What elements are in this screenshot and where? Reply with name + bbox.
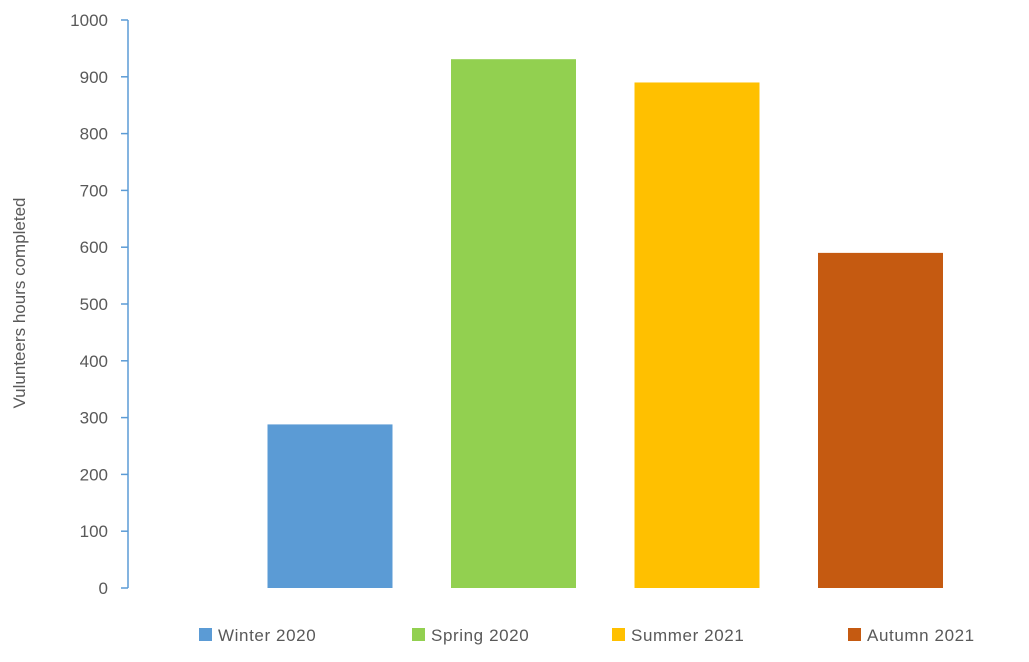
- y-tick-label: 200: [80, 465, 108, 484]
- legend-swatch: [199, 628, 212, 641]
- y-axis-title: Vulunteers hours completed: [10, 197, 29, 408]
- legend-swatch: [848, 628, 861, 641]
- bars: [267, 59, 943, 588]
- legend-label: Winter 2020: [218, 626, 316, 645]
- y-tick-label: 300: [80, 409, 108, 428]
- legend-label: Spring 2020: [431, 626, 529, 645]
- y-tick-label: 600: [80, 238, 108, 257]
- bar-winter-2020: [267, 424, 393, 588]
- y-tick-label: 500: [80, 295, 108, 314]
- y-tick-label: 900: [80, 68, 108, 87]
- legend: Winter 2020 Spring 2020 Summer 2021 Autumn …: [199, 626, 975, 645]
- legend-label: Summer 2021: [631, 626, 744, 645]
- y-tick-label: 800: [80, 125, 108, 144]
- legend-label: Autumn 2021: [867, 626, 975, 645]
- legend-swatch: [612, 628, 625, 641]
- y-tick-label: 400: [80, 352, 108, 371]
- bar-autumn-2021: [818, 252, 943, 588]
- y-tick-label: 100: [80, 522, 108, 541]
- y-tick-label: 700: [80, 181, 108, 200]
- legend-swatch: [412, 628, 425, 641]
- bar-spring-2020: [451, 59, 576, 588]
- y-axis: 0 100 200 300 400 500 600 700 800 900 1000: [70, 11, 129, 598]
- y-tick-label: 0: [99, 579, 108, 598]
- bar-summer-2021: [634, 82, 760, 588]
- y-tick-label: 1000: [70, 11, 108, 30]
